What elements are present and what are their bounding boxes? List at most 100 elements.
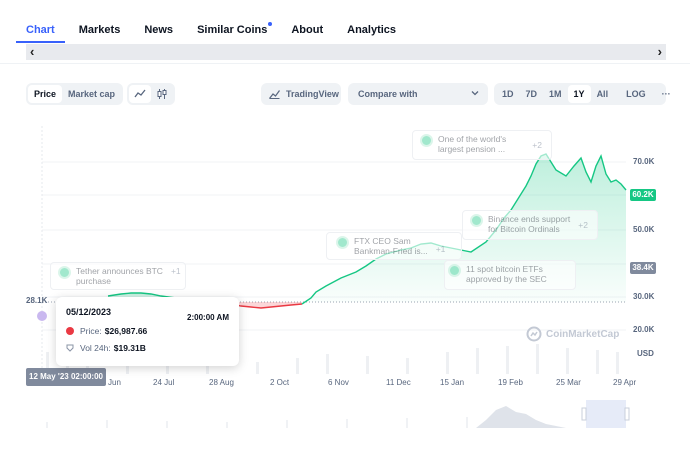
navigator-handle-left [581,407,587,421]
line-chart-icon[interactable] [129,85,151,103]
annotation-text: Binance ends support [488,214,571,224]
new-indicator-dot [268,22,273,26]
annotation-text: for Bitcoin Ordinals [488,224,560,234]
event-marker-icon [37,311,47,321]
navigator-selection [586,400,626,428]
x-tick-label: 11 Dec [386,378,411,387]
annotation-text: One of the world's [438,134,507,144]
range-1m-button[interactable]: 1M [549,89,562,99]
chevron-down-icon [471,91,479,96]
hover-date-badge: 12 May '23 02:00:00 [26,368,106,386]
divider [0,63,690,64]
annotation-count: +1 [170,266,181,276]
annotation-text: 11 spot bitcoin ETFs [466,264,543,274]
annotation-box [444,260,576,290]
annotation-binance[interactable]: Binance ends support for Bitcoin Ordinals… [470,214,588,234]
coinmarketcap-watermark: CoinMarketCap [526,326,619,342]
annotation-box [412,130,552,160]
price-dot-icon [66,327,74,335]
annotation-text: largest pension ... [438,144,506,154]
news-icon [420,134,433,147]
y-tick-label: 30.0K [633,292,655,301]
chart-type-toggle: Price Market cap [26,83,124,105]
watermark-text: CoinMarketCap [546,328,620,340]
tab-similar-coins-label: Similar Coins [197,24,268,36]
annotation-pension[interactable]: One of the world's largest pension ... +2 [420,134,542,154]
x-tick-label: 25 Mar [556,378,581,387]
tradingview-button[interactable]: TradingView [261,83,341,105]
tooltip-volume-value: $19.31B [113,343,146,353]
tab-scrollbar[interactable]: ‹ › [26,44,666,60]
tab-bar: Chart Markets News Similar Coins About A… [16,22,420,44]
compare-with-select[interactable]: Compare with [348,83,488,105]
tab-news[interactable]: News [144,24,174,36]
range-navigator[interactable] [26,400,632,428]
x-tick-label: 6 Nov [328,378,349,387]
annotation-tether[interactable]: Tether announces BTC purchase +1 [58,266,181,286]
tab-chart[interactable]: Chart [16,24,65,44]
tooltip-volume-row: Vol 24h: $19.31B [66,343,229,353]
range-1d-button[interactable]: 1D [502,89,514,99]
annotation-count: +2 [532,140,542,150]
price-chart[interactable]: Tether announces BTC purchase +1 FTX CEO … [26,126,666,400]
y-tick-label: 70.0K [633,157,655,166]
tab-similar-coins[interactable]: Similar Coins [197,22,273,44]
chart-style-toggle [127,83,175,105]
annotation-text: approved by the SEC [466,274,547,284]
current-price-badge: 60.2K [630,189,656,201]
x-tick-label: 19 Feb [498,378,523,387]
price-tooltip: 05/12/2023 2:00:00 AM Price: $26,987.66 … [56,297,239,366]
scroll-right-icon[interactable]: › [657,44,662,59]
x-tick-label: 28 Aug [209,378,234,387]
time-range-selector: 1D 7D 1M 1Y All LOG ··· [494,83,671,105]
x-tick-label: 29 Apr [613,378,637,387]
annotation-text: FTX CEO Sam [354,236,411,246]
tooltip-volume-label: Vol 24h: [80,343,111,353]
tooltip-price-label: Price: [80,326,102,336]
tooltip-date: 05/12/2023 [66,307,112,317]
tab-about[interactable]: About [291,24,324,36]
x-tick-label: 15 Jan [440,378,465,387]
news-icon [336,236,349,249]
annotation-box [50,262,186,290]
compare-with-label: Compare with [358,89,418,99]
annotation-count: +2 [578,220,588,230]
candlestick-icon[interactable] [151,85,173,103]
annotation-count: +1 [435,244,446,254]
market-cap-toggle-button[interactable]: Market cap [68,89,116,99]
more-options-button[interactable]: ··· [661,89,671,99]
x-tick-label: 2 Oct [270,378,290,387]
tooltip-price-value: $26,987.66 [104,326,148,336]
annotation-ftx[interactable]: FTX CEO Sam Bankman-Fried is... +1 [336,236,445,256]
navigator-handle-right [624,407,630,421]
log-scale-button[interactable]: LOG [626,89,646,99]
tab-markets[interactable]: Markets [78,24,121,36]
annotation-text: Bankman-Fried is... [354,246,428,256]
volume-bars [46,344,619,374]
price-toggle-button[interactable]: Price [28,85,63,103]
tradingview-icon [269,89,280,99]
y-tick-label: 20.0K [633,325,655,334]
news-icon [448,264,461,277]
annotation-etf[interactable]: 11 spot bitcoin ETFs approved by the SEC [448,264,547,284]
range-1y-button[interactable]: 1Y [567,85,591,103]
coinmarketcap-logo-icon [526,326,542,342]
range-7d-button[interactable]: 7D [525,89,538,99]
annotation-text: Tether announces BTC [76,266,163,276]
range-all-button[interactable]: All [596,89,609,99]
reference-price-badge: 38.4K [630,262,656,274]
annotation-box [326,232,462,260]
tab-analytics[interactable]: Analytics [347,24,397,36]
currency-label: USD [637,349,654,358]
x-tick-label: Jun [108,378,121,387]
tradingview-label: TradingView [286,89,339,99]
x-tick-label: 24 Jul [153,378,175,387]
news-icon [58,266,71,279]
scroll-left-icon[interactable]: ‹ [30,44,35,59]
area-fill-down [222,302,302,308]
navigator-area [476,406,566,428]
y-tick-label: 50.0K [633,225,655,234]
news-icon [470,214,483,227]
tooltip-price-row: Price: $26,987.66 [66,326,229,336]
volume-shield-icon [66,344,74,352]
